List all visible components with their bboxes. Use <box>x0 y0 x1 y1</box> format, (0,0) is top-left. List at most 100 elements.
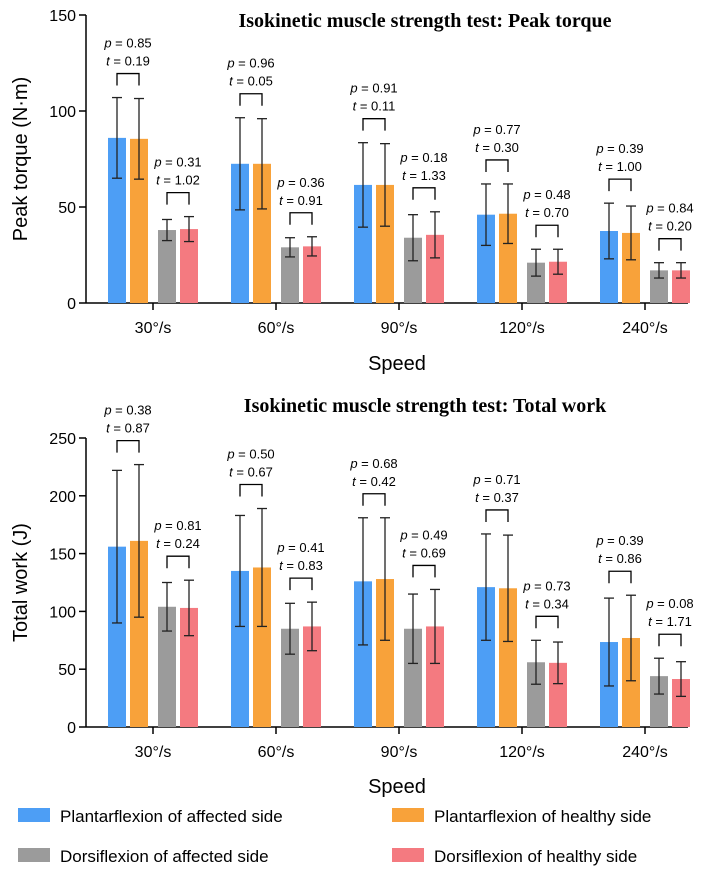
work-t-value-dorsi: t = 0.83 <box>279 558 323 573</box>
torque-p-value-plantar: p = 0.77 <box>472 122 520 137</box>
work-p-value-dorsi: p = 0.73 <box>522 578 570 593</box>
work-bar <box>253 567 271 727</box>
torque-bar <box>549 261 567 303</box>
work-comparison-bracket-dorsi <box>412 564 436 578</box>
work-bar <box>354 581 372 727</box>
torque-bar <box>231 163 249 303</box>
torque-comparison-bracket-plantar <box>362 118 386 131</box>
legend-swatch <box>18 808 50 822</box>
work-y-tick-label: 0 <box>67 720 76 737</box>
torque-bar <box>600 231 618 303</box>
work-comparison-bracket-plantar <box>239 483 263 497</box>
torque-t-value-dorsi: t = 1.33 <box>402 168 446 183</box>
work-comparison-bracket-dorsi <box>166 555 190 569</box>
torque-x-tick-label: 90°/s <box>381 320 418 337</box>
legend-label: Plantarflexion of healthy side <box>434 807 651 826</box>
work-comparison-bracket-dorsi <box>289 577 313 591</box>
torque-p-value-plantar: p = 0.85 <box>103 36 151 51</box>
work-y-tick-label: 250 <box>49 431 76 448</box>
torque-bar <box>426 234 444 303</box>
work-bar <box>303 626 321 727</box>
torque-t-value-dorsi: t = 1.02 <box>156 173 200 188</box>
torque-y-tick-label: 50 <box>58 200 76 217</box>
torque-t-value-plantar: t = 1.00 <box>598 159 642 174</box>
work-p-value-dorsi: p = 0.41 <box>276 540 324 555</box>
work-bar <box>426 626 444 727</box>
legend-swatch <box>392 808 424 822</box>
work-y-tick-label: 100 <box>49 604 76 621</box>
torque-comparison-bracket-plantar <box>485 159 509 172</box>
torque-bar <box>108 137 126 303</box>
work-t-value-plantar: t = 0.37 <box>475 490 519 505</box>
torque-p-value-dorsi: p = 0.48 <box>522 187 570 202</box>
torque-p-value-dorsi: p = 0.18 <box>399 150 447 165</box>
torque-bar <box>354 184 372 303</box>
work-bar <box>130 540 148 727</box>
torque-t-value-dorsi: t = 0.70 <box>525 205 569 220</box>
work-y-axis-label: Total work (J) <box>10 523 32 642</box>
work-comparison-bracket-dorsi <box>535 615 559 629</box>
torque-x-tick-label: 120°/s <box>499 320 545 337</box>
torque-comparison-bracket-dorsi <box>658 238 682 251</box>
work-bar <box>281 628 299 727</box>
torque-p-value-plantar: p = 0.91 <box>349 81 397 96</box>
work-y-tick-label: 150 <box>49 547 76 564</box>
torque-x-tick-label: 60°/s <box>258 320 295 337</box>
work-comparison-bracket-plantar <box>608 570 632 584</box>
work-y-tick-label: 50 <box>58 662 76 679</box>
torque-bar <box>527 262 545 303</box>
torque-p-value-dorsi: p = 0.31 <box>153 155 201 170</box>
work-bar <box>180 607 198 727</box>
torque-comparison-bracket-plantar <box>608 178 632 192</box>
torque-bar <box>180 229 198 303</box>
work-bar <box>376 579 394 727</box>
torque-bar <box>253 163 271 303</box>
work-p-value-plantar: p = 0.39 <box>595 533 643 548</box>
work-x-tick-label: 240°/s <box>622 744 668 761</box>
torque-p-value-dorsi: p = 0.84 <box>645 201 693 216</box>
torque-bar <box>477 214 495 303</box>
work-x-tick-label: 60°/s <box>258 744 295 761</box>
work-bar <box>499 588 517 727</box>
work-p-value-plantar: p = 0.38 <box>103 403 151 418</box>
torque-bar <box>622 232 640 303</box>
torque-bar <box>303 246 321 303</box>
torque-y-axis-label: Peak torque (N·m) <box>10 77 32 242</box>
torque-bar <box>281 247 299 303</box>
torque-bar <box>130 138 148 303</box>
work-y-tick-label: 200 <box>49 489 76 506</box>
work-x-tick-label: 30°/s <box>135 744 172 761</box>
work-p-value-plantar: p = 0.50 <box>226 447 274 462</box>
torque-t-value-dorsi: t = 0.91 <box>279 193 323 208</box>
work-t-value-dorsi: t = 0.24 <box>156 536 200 551</box>
legend-label: Dorsiflexion of affected side <box>60 847 269 866</box>
torque-bar <box>158 230 176 303</box>
torque-y-tick-label: 100 <box>49 104 76 121</box>
work-bar <box>527 662 545 727</box>
torque-p-value-plantar: p = 0.96 <box>226 56 274 71</box>
work-comparison-bracket-plantar <box>116 439 140 453</box>
work-bar <box>622 637 640 727</box>
torque-y-tick-label: 0 <box>67 296 76 313</box>
legend-swatch <box>392 848 424 862</box>
work-bar <box>108 546 126 727</box>
work-comparison-bracket-plantar <box>362 493 386 506</box>
work-p-value-dorsi: p = 0.49 <box>399 527 447 542</box>
work-x-tick-label: 90°/s <box>381 744 418 761</box>
torque-bar <box>499 213 517 303</box>
work-t-value-plantar: t = 0.87 <box>106 421 150 436</box>
torque-comparison-bracket-plantar <box>239 93 263 106</box>
work-bar <box>672 679 690 727</box>
torque-x-tick-label: 240°/s <box>622 320 668 337</box>
legend-label: Dorsiflexion of healthy side <box>434 847 637 866</box>
work-bar <box>650 676 668 727</box>
torque-t-value-plantar: t = 0.11 <box>353 99 396 114</box>
work-x-axis-label: Speed <box>368 776 426 798</box>
torque-p-value-dorsi: p = 0.36 <box>276 175 324 190</box>
torque-x-tick-label: 30°/s <box>135 320 172 337</box>
torque-comparison-bracket-dorsi <box>289 212 313 225</box>
torque-comparison-bracket-dorsi <box>166 191 190 205</box>
work-t-value-plantar: t = 0.42 <box>352 474 396 489</box>
work-bar <box>404 628 422 727</box>
work-p-value-dorsi: p = 0.08 <box>645 596 693 611</box>
